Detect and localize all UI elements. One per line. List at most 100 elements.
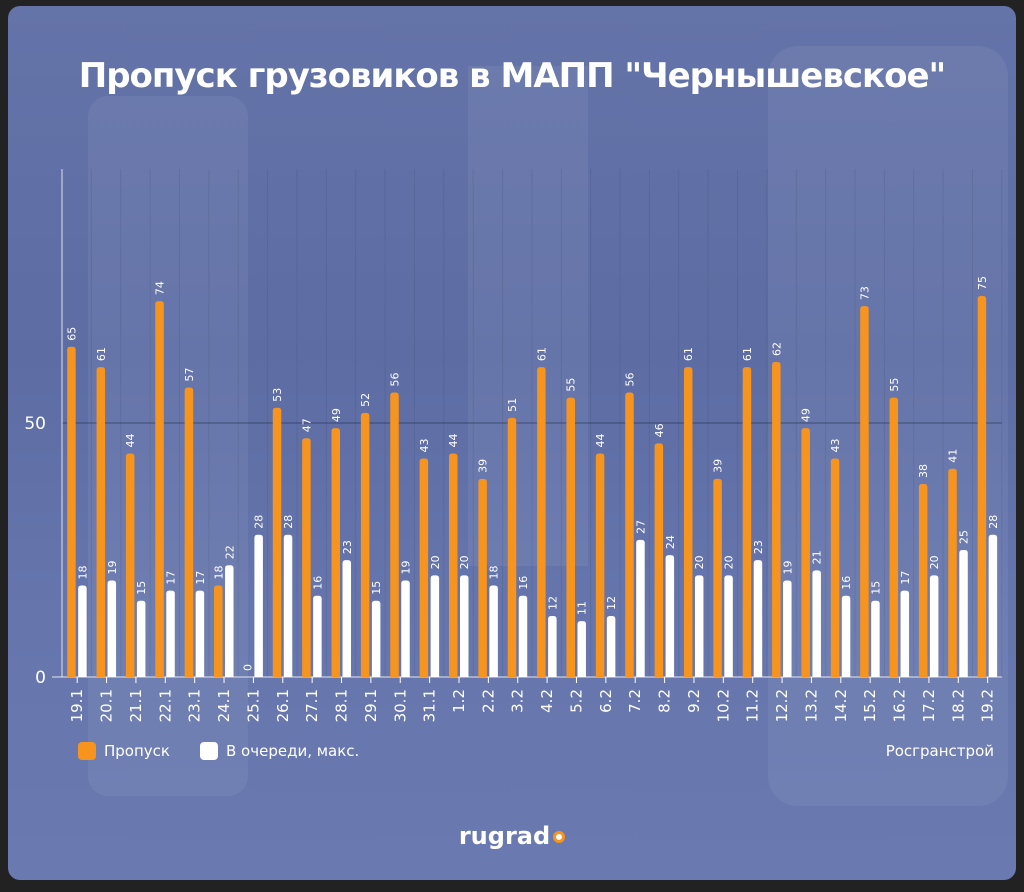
bar-propusk xyxy=(478,478,487,677)
data-label: 28 xyxy=(253,515,266,529)
bar-queue xyxy=(988,534,998,677)
bar-propusk xyxy=(801,428,810,677)
data-label: 16 xyxy=(840,576,853,590)
bar-propusk xyxy=(537,367,546,677)
data-label: 61 xyxy=(741,347,754,361)
data-label: 22 xyxy=(223,545,236,559)
data-label: 18 xyxy=(488,566,501,580)
bar-queue xyxy=(489,585,498,677)
data-label: 20 xyxy=(429,555,442,569)
bar-propusk xyxy=(331,428,341,677)
data-label: 19 xyxy=(781,560,794,574)
bar-queue xyxy=(783,580,792,677)
data-label: 20 xyxy=(928,555,941,569)
bar-queue xyxy=(136,600,146,677)
data-label: 11 xyxy=(576,601,589,615)
x-tick-label: 3.2 xyxy=(509,689,527,713)
rugrad-logo: rugrad xyxy=(0,822,1024,850)
data-label: 46 xyxy=(653,423,666,437)
x-tick-label: 27.1 xyxy=(303,689,321,722)
x-tick-label: 24.1 xyxy=(215,689,233,722)
legend-swatch-white xyxy=(200,742,218,760)
bar-propusk xyxy=(595,453,605,677)
bar-queue xyxy=(518,595,528,677)
x-tick-label: 16.2 xyxy=(891,689,909,722)
data-label: 12 xyxy=(546,596,559,610)
data-label: 56 xyxy=(389,373,402,387)
data-label: 61 xyxy=(95,347,108,361)
bar-queue xyxy=(225,565,234,677)
bar-propusk xyxy=(448,453,458,677)
x-tick-label: 13.2 xyxy=(802,689,820,722)
data-label: 44 xyxy=(447,433,460,447)
y-tick-label: 0 xyxy=(35,668,46,688)
data-label: 15 xyxy=(869,581,882,595)
data-label: 75 xyxy=(976,276,989,290)
bar-propusk xyxy=(683,367,693,677)
bar-queue xyxy=(665,555,675,677)
x-tick-label: 12.2 xyxy=(773,689,791,722)
x-tick-label: 26.1 xyxy=(274,689,292,722)
data-label: 49 xyxy=(800,408,813,422)
data-label: 51 xyxy=(506,398,519,412)
legend-item-propusk: Пропуск xyxy=(78,742,170,760)
chart-title: Пропуск грузовиков в МАПП "Чернышевское" xyxy=(78,56,947,96)
data-label: 21 xyxy=(811,550,824,564)
x-tick-label: 15.2 xyxy=(861,689,879,722)
data-label: 17 xyxy=(194,571,207,585)
data-label: 43 xyxy=(829,439,842,453)
bar-propusk xyxy=(67,346,76,677)
data-label: 41 xyxy=(947,449,960,463)
bar-queue xyxy=(283,534,293,677)
data-label: 23 xyxy=(752,540,765,554)
bar-propusk xyxy=(654,443,664,677)
y-tick-label: 50 xyxy=(24,414,46,434)
x-tick-label: 17.2 xyxy=(920,689,938,722)
x-tick-label: 31.1 xyxy=(421,689,439,722)
x-tick-label: 9.2 xyxy=(685,689,703,713)
data-label: 18 xyxy=(212,566,225,580)
data-label: 73 xyxy=(858,286,871,300)
data-label: 52 xyxy=(359,393,372,407)
data-label: 28 xyxy=(987,515,1000,529)
bar-queue xyxy=(753,560,763,677)
x-tick-label: 20.1 xyxy=(98,689,116,722)
legend-label: В очереди, макс. xyxy=(226,742,360,760)
data-label: 44 xyxy=(594,433,607,447)
bar-propusk xyxy=(772,362,781,677)
bar-propusk xyxy=(125,453,135,677)
data-label: 47 xyxy=(300,418,313,432)
data-label: 39 xyxy=(712,459,725,473)
bar-queue xyxy=(871,600,880,677)
x-tick-label: 8.2 xyxy=(656,689,674,713)
x-tick-label: 23.1 xyxy=(186,689,204,722)
x-tick-label: 19.2 xyxy=(979,689,997,722)
bar-propusk xyxy=(214,585,223,677)
bar-propusk xyxy=(96,367,106,677)
legend-label: Пропуск xyxy=(104,742,170,760)
data-label: 20 xyxy=(723,555,736,569)
data-label: 15 xyxy=(135,581,148,595)
bar-queue xyxy=(166,590,175,677)
bar-queue xyxy=(548,616,557,677)
bar-propusk xyxy=(713,478,722,677)
bar-queue xyxy=(636,539,645,677)
x-tick-label: 6.2 xyxy=(597,689,615,713)
data-label: 57 xyxy=(183,367,196,381)
x-tick-label: 18.2 xyxy=(949,689,967,722)
x-tick-label: 29.1 xyxy=(362,689,380,722)
data-label: 24 xyxy=(664,535,677,549)
data-label: 38 xyxy=(917,464,930,478)
data-label: 23 xyxy=(341,540,354,554)
data-label: 27 xyxy=(634,520,647,534)
legend-item-queue: В очереди, макс. xyxy=(200,742,359,760)
x-tick-label: 28.1 xyxy=(333,689,351,722)
bar-propusk xyxy=(419,458,429,677)
bar-propusk xyxy=(918,483,928,677)
logo-dot-icon xyxy=(553,831,566,843)
data-label: 19 xyxy=(400,560,413,574)
bar-propusk xyxy=(742,367,752,677)
bar-queue xyxy=(371,600,381,677)
x-tick-label: 4.2 xyxy=(538,689,556,713)
